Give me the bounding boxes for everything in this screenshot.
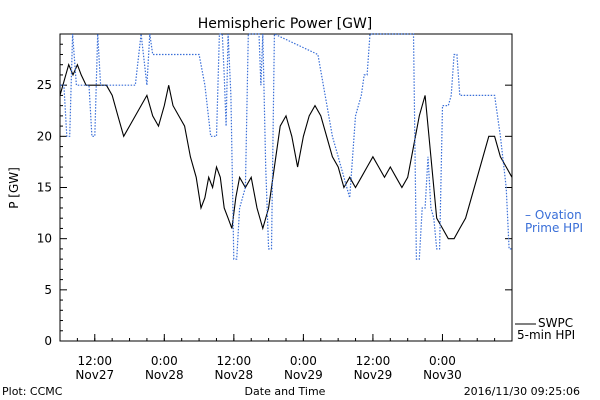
y-tick-label: 5 bbox=[44, 283, 52, 297]
x-tick-label-time: 12:00 bbox=[217, 354, 252, 368]
plot-frame bbox=[59, 33, 513, 342]
plot-border bbox=[59, 33, 513, 342]
y-tick-label: 0 bbox=[44, 334, 52, 348]
legend-swpc-label-line2: 5-min HPI bbox=[517, 328, 575, 342]
x-tick-label-date: Nov30 bbox=[423, 368, 462, 382]
x-tick-label-time: 12:00 bbox=[77, 354, 112, 368]
x-tick-label-time: 12:00 bbox=[356, 354, 391, 368]
ovation-prime-hpi-series-line bbox=[60, 33, 512, 260]
chart-title: Hemispheric Power [GW] bbox=[198, 16, 373, 32]
x-tick-label-date: Nov28 bbox=[214, 368, 253, 382]
x-tick-label-time: 0:00 bbox=[151, 354, 178, 368]
y-tick-label: 25 bbox=[37, 78, 52, 92]
x-axis-label: Date and Time bbox=[245, 385, 326, 398]
legend-ovation-label-line1: – Ovation bbox=[525, 208, 582, 222]
x-tick-label-date: Nov28 bbox=[145, 368, 184, 382]
y-tick-label: 15 bbox=[37, 181, 52, 195]
series-layer bbox=[59, 33, 513, 260]
plot-credit: Plot: CCMC bbox=[2, 385, 63, 398]
y-tick-label: 10 bbox=[37, 232, 52, 246]
swpc-hpi-series-line bbox=[59, 63, 513, 240]
legend-swpc-label-line1: SWPC bbox=[538, 316, 573, 330]
x-tick-label-date: Nov29 bbox=[284, 368, 323, 382]
plot-timestamp: 2016/11/30 09:25:06 bbox=[464, 385, 580, 398]
x-tick-label-time: 0:00 bbox=[290, 354, 317, 368]
y-axis-label: P [GW] bbox=[7, 167, 21, 209]
x-tick-label-date: Nov29 bbox=[354, 368, 393, 382]
x-tick-label-date: Nov27 bbox=[75, 368, 114, 382]
y-tick-label: 20 bbox=[37, 129, 52, 143]
x-tick-label-time: 0:00 bbox=[429, 354, 456, 368]
x-axis: 12:00Nov270:00Nov2812:00Nov280:00Nov2912… bbox=[59, 334, 513, 382]
legend-ovation-label-line2: Prime HPI bbox=[525, 221, 583, 235]
y-axis: 0 5 10 15 20 25 bbox=[37, 43, 512, 348]
